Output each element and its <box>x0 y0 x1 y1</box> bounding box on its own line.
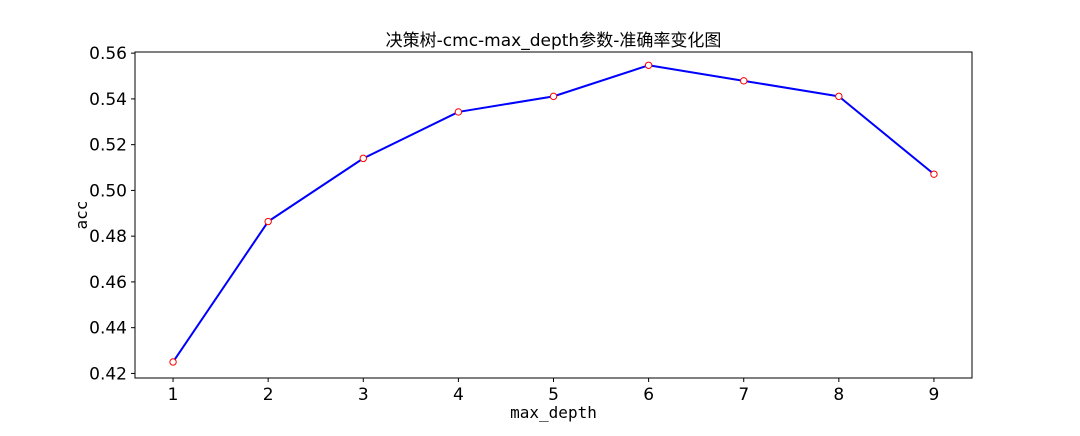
x-tick-label: 4 <box>453 385 464 405</box>
y-tick-label: 0.42 <box>89 364 127 384</box>
x-axis-label: max_depth <box>510 403 597 422</box>
x-tick-label: 7 <box>738 385 749 405</box>
data-point <box>169 358 177 366</box>
chart-title: 决策树-cmc-max_depth参数-准确率变化图 <box>386 31 722 51</box>
marker-group <box>169 61 938 366</box>
series-group <box>172 64 935 363</box>
y-tick-label: 0.50 <box>89 181 127 201</box>
data-point <box>454 108 463 116</box>
x-tick-label: 6 <box>643 385 654 405</box>
data-point <box>740 77 748 85</box>
x-tick-label: 8 <box>833 385 844 405</box>
x-tick-label: 5 <box>548 385 559 405</box>
y-tick-label: 0.44 <box>89 319 127 339</box>
x-tick-label: 1 <box>168 385 179 405</box>
series-line <box>172 64 935 363</box>
y-tick-label: 0.56 <box>89 44 127 64</box>
x-tick-label: 2 <box>263 385 274 405</box>
data-point <box>359 154 367 163</box>
data-point <box>835 92 843 101</box>
data-point <box>644 61 653 69</box>
x-tick-label: 3 <box>358 385 369 405</box>
y-tick-label: 0.52 <box>89 136 127 156</box>
x-tick-label: 9 <box>929 385 940 405</box>
x-axis-ticks: 1 2 3 4 5 6 7 8 9 <box>168 378 940 405</box>
y-axis-ticks: 0.42 0.44 0.46 0.48 0.50 0.52 0.54 0.56 <box>89 44 135 384</box>
y-tick-label: 0.54 <box>89 90 127 110</box>
plot-area-frame <box>134 51 973 379</box>
data-point <box>930 170 938 178</box>
y-tick-label: 0.46 <box>89 273 127 293</box>
data-point <box>549 92 558 101</box>
y-axis-label: acc <box>72 201 91 230</box>
data-point <box>264 217 272 226</box>
y-tick-label: 0.48 <box>89 227 127 247</box>
